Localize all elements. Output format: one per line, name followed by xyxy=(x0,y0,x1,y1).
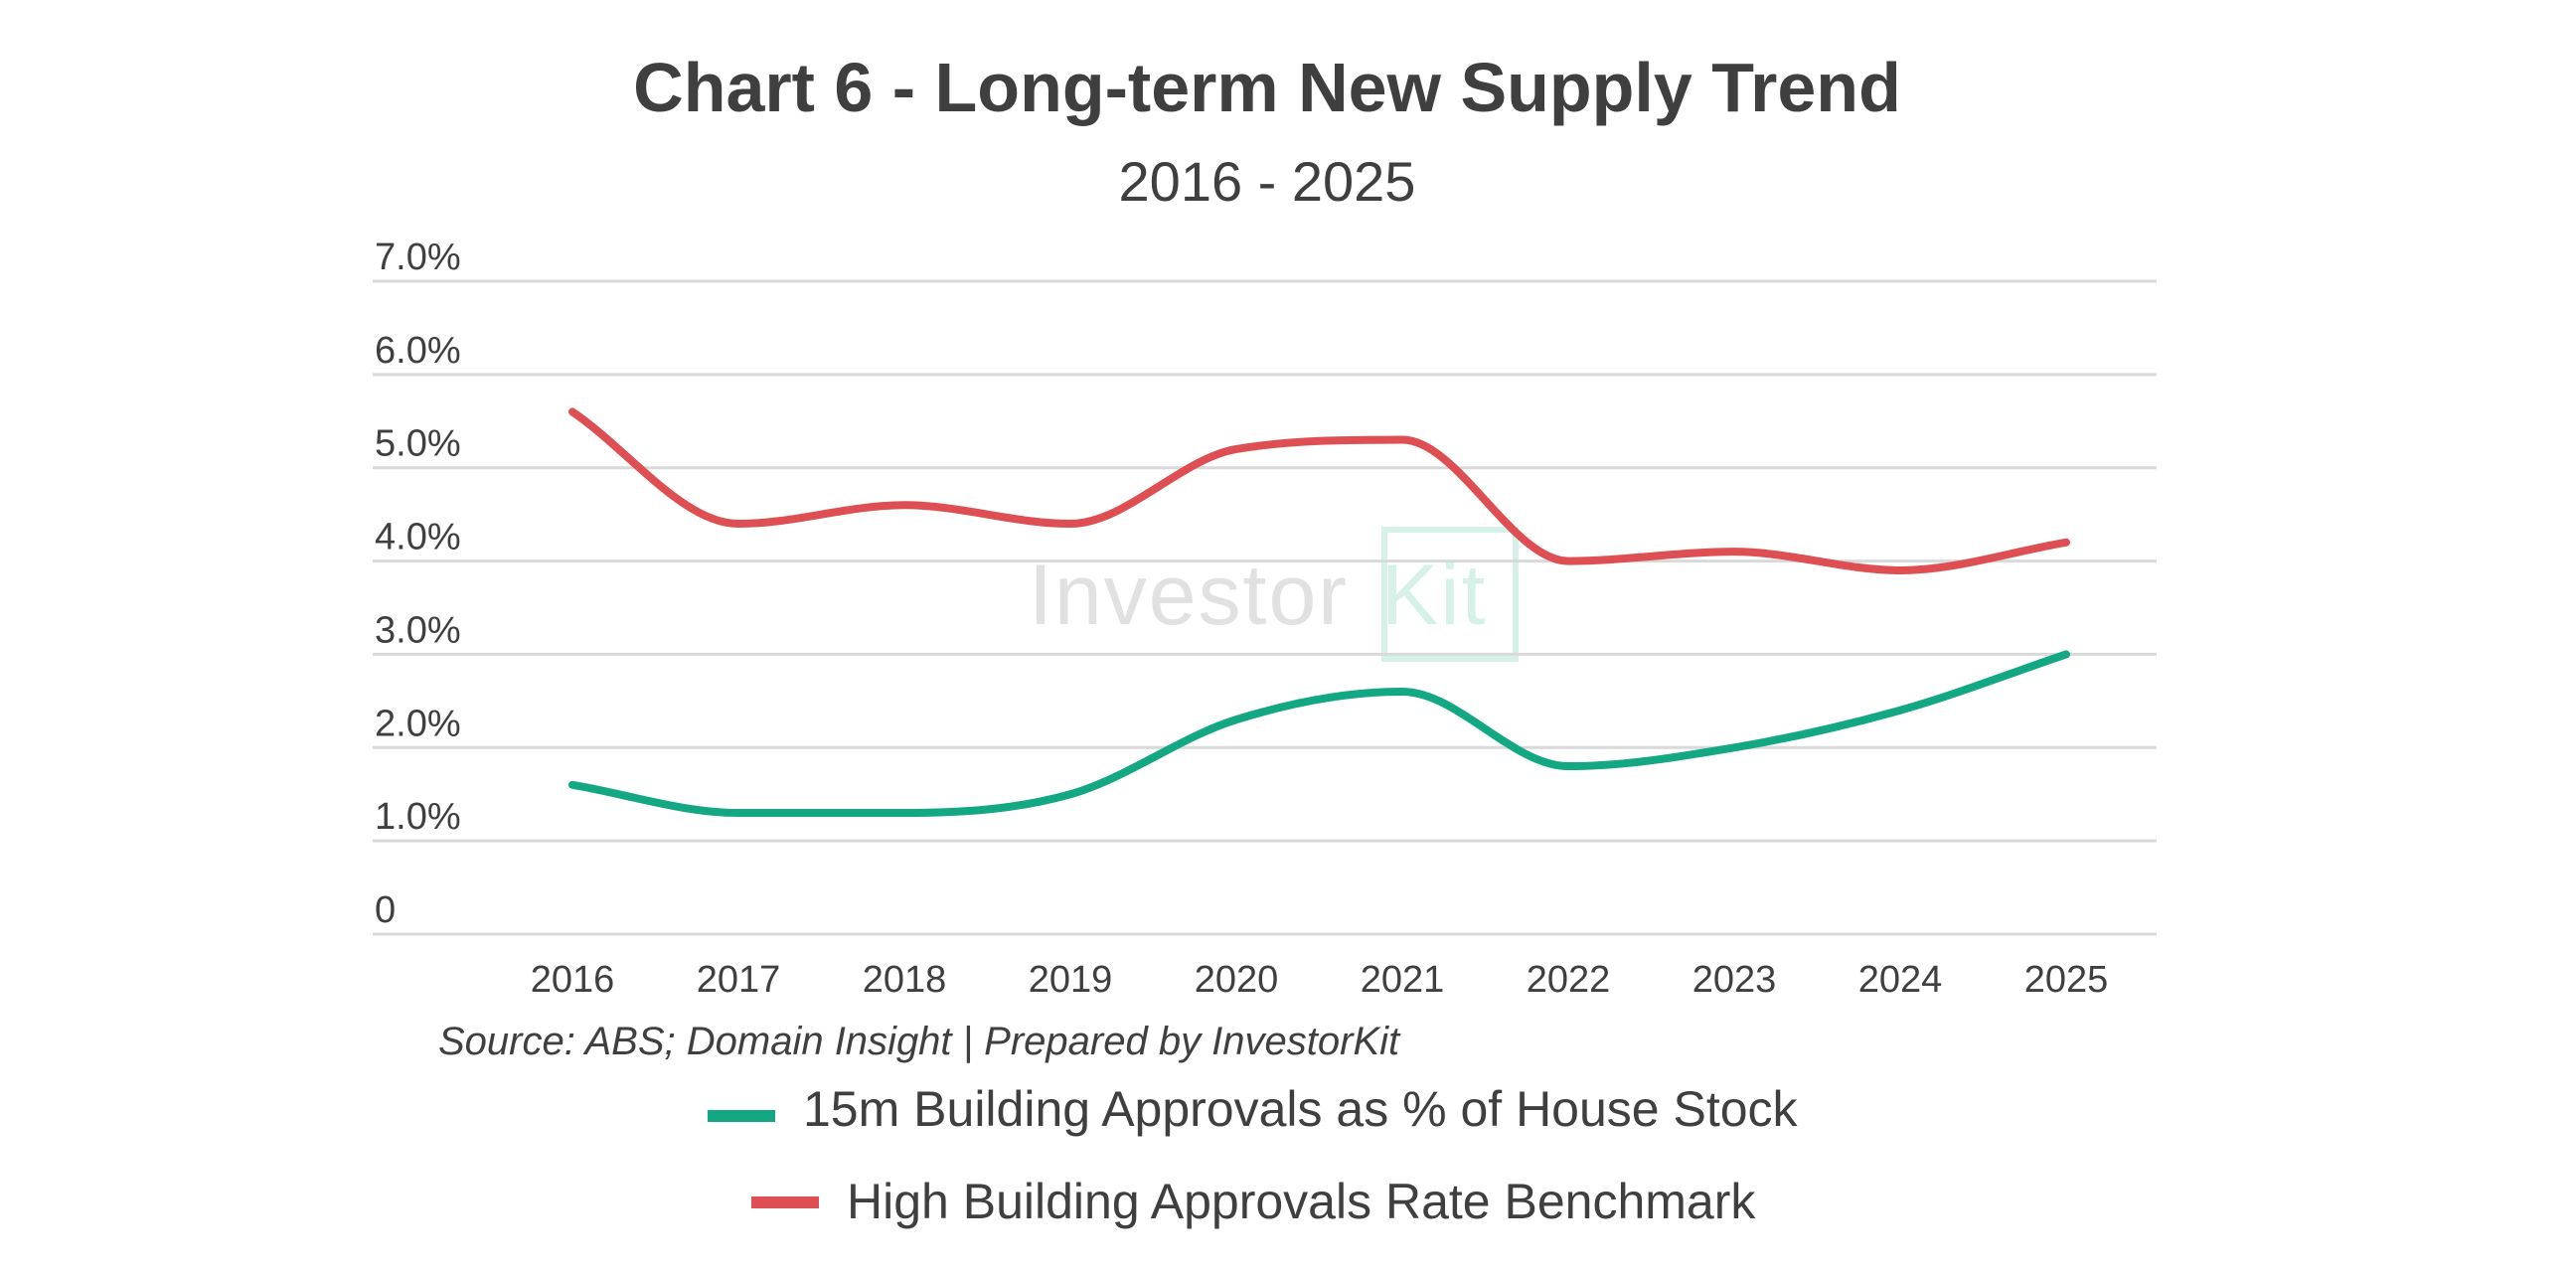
y-tick-label: 5.0% xyxy=(375,423,461,465)
x-tick-label: 2016 xyxy=(531,959,615,1001)
legend-label-green: 15m Building Approvals as % of House Sto… xyxy=(803,1081,1799,1137)
x-tick-label: 2024 xyxy=(1858,959,1943,1001)
y-tick-label: 7.0% xyxy=(375,237,461,278)
source-note: Source: ABS; Domain Insight | Prepared b… xyxy=(438,1020,1401,1063)
legend-item-red: High Building Approvals Rate Benchmark xyxy=(751,1174,1756,1229)
y-tick-label: 1.0% xyxy=(375,796,461,838)
x-tick-label: 2020 xyxy=(1195,959,1279,1001)
x-tick-label: 2017 xyxy=(697,959,781,1001)
x-tick-label: 2018 xyxy=(863,959,947,1001)
x-tick-label: 2019 xyxy=(1029,959,1113,1001)
x-tick-label: 2023 xyxy=(1692,959,1777,1001)
x-tick-label: 2022 xyxy=(1527,959,1611,1001)
x-axis-ticks: 2016 2017 2018 2019 2020 2021 2022 2023 2024 2025 xyxy=(531,959,2109,1001)
x-tick-label: 2025 xyxy=(2024,959,2109,1001)
y-axis-ticks: 0 1.0% 2.0% 3.0% 4.0% 5.0% 6.0% 7.0% xyxy=(375,237,461,931)
legend-label-red: High Building Approvals Rate Benchmark xyxy=(847,1174,1756,1229)
y-tick-label: 6.0% xyxy=(375,330,461,372)
series-lines xyxy=(568,407,2070,817)
series-line-0 xyxy=(568,650,2070,817)
chart-subtitle: 2016 - 2025 xyxy=(1119,150,1416,213)
watermark-word-kit: Kit xyxy=(1381,548,1487,643)
chart-title: Chart 6 - Long-term New Supply Trend xyxy=(633,49,1901,126)
legend-item-green: 15m Building Approvals as % of House Sto… xyxy=(708,1081,1799,1137)
y-tick-label: 3.0% xyxy=(375,609,461,651)
y-tick-label: 4.0% xyxy=(375,517,461,558)
y-tick-label: 0 xyxy=(375,889,396,931)
watermark-kit-frame xyxy=(1381,527,1519,662)
watermark: Investor Kit xyxy=(1029,527,1519,662)
y-tick-label: 2.0% xyxy=(375,703,461,744)
x-tick-label: 2021 xyxy=(1361,959,1445,1001)
legend: 15m Building Approvals as % of House Sto… xyxy=(708,1081,1799,1229)
gridlines xyxy=(373,279,2157,936)
series-line-1 xyxy=(568,407,2070,574)
watermark-word-investor: Investor xyxy=(1029,548,1349,643)
